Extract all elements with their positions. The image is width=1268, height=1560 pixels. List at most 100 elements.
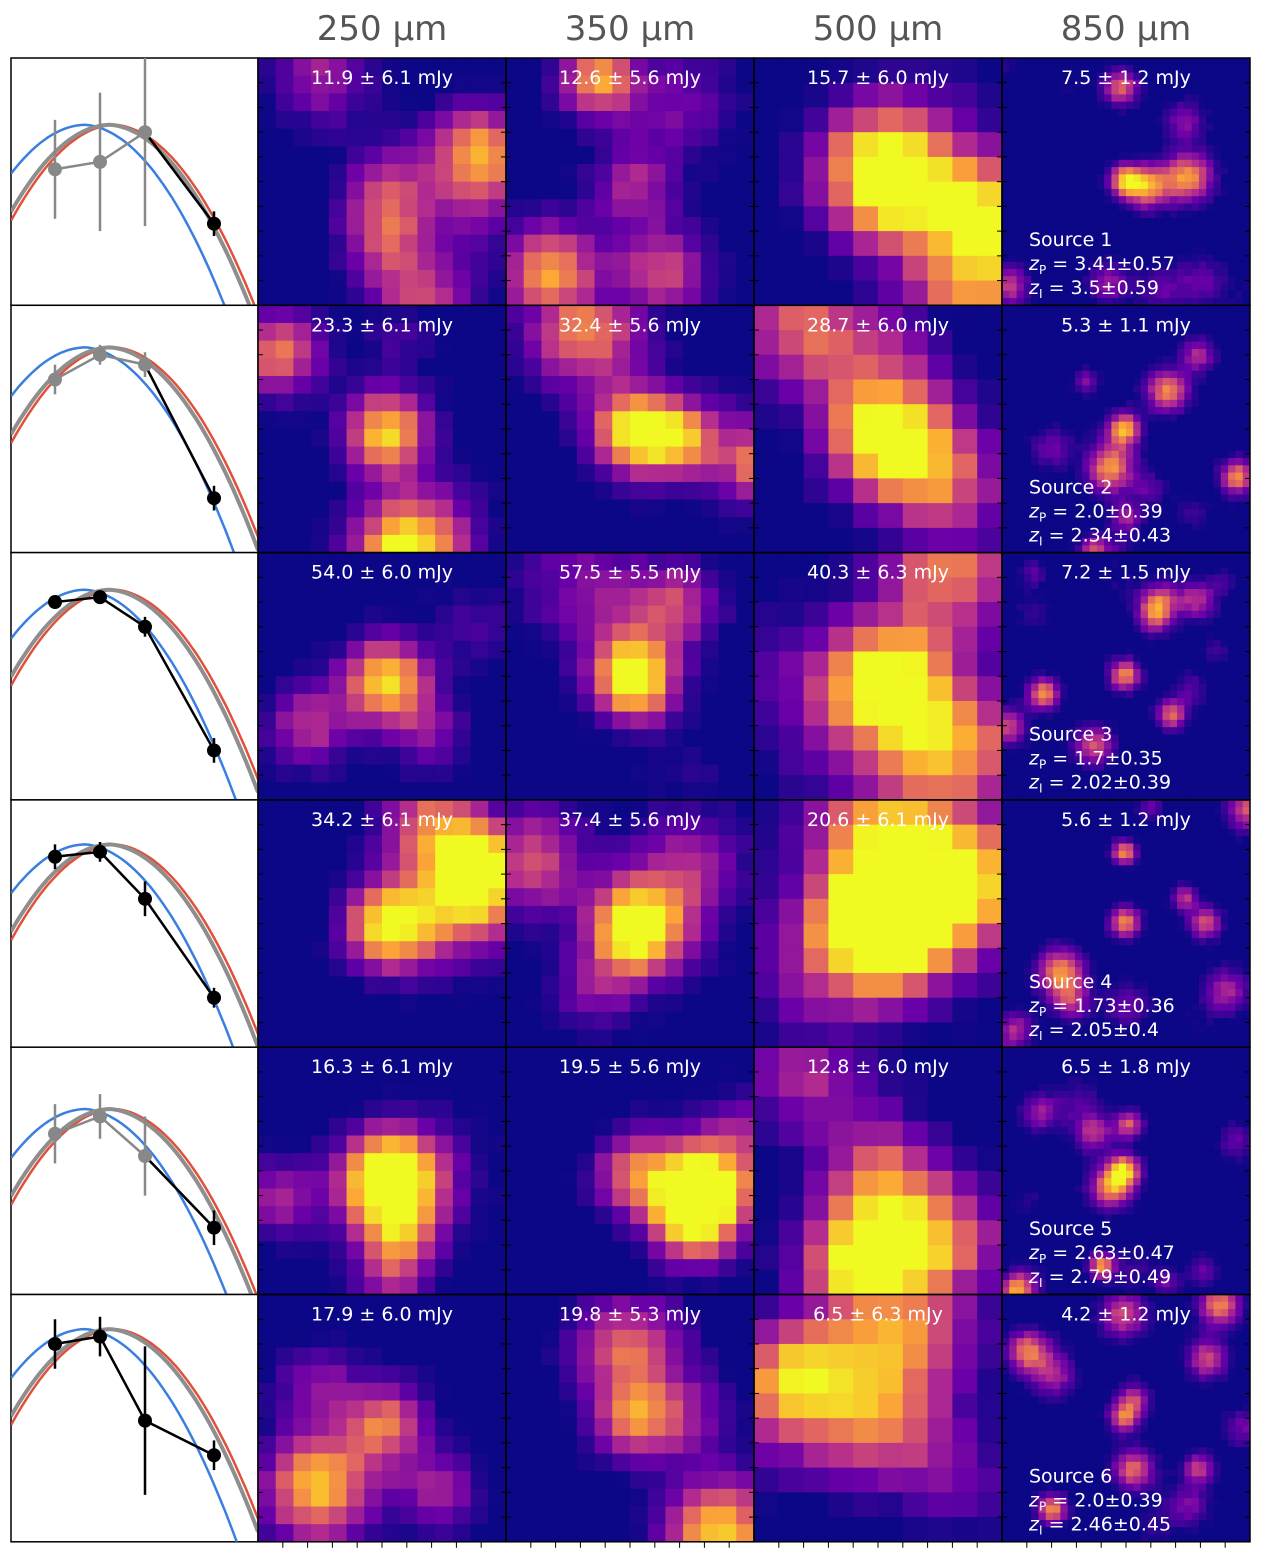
sed-point (138, 357, 152, 372)
sed-line (54, 1335, 215, 1457)
sed-panel (10, 551, 259, 801)
flux-label: 34.2 ± 6.1 mJy (311, 809, 453, 831)
redshift-zi: zI = 2.02±0.39 (1028, 772, 1171, 796)
flux-label: 17.9 ± 6.0 mJy (311, 1304, 453, 1326)
sed-model-curve (11, 1107, 228, 1295)
sed-frame (10, 1293, 259, 1543)
flux-label: 15.7 ± 6.0 mJy (807, 67, 949, 89)
flux-map (506, 799, 755, 1048)
sed-model-curve (11, 588, 258, 780)
flux-map (754, 58, 1003, 306)
flux-map (506, 58, 755, 306)
flux-label: 12.8 ± 6.0 mJy (807, 1056, 949, 1078)
flux-map (1002, 1047, 1250, 1296)
sed-panel (10, 304, 259, 554)
sed-point (138, 1149, 152, 1164)
flux-label: 4.2 ± 1.2 mJy (1061, 1304, 1191, 1326)
flux-label: 12.6 ± 5.6 mJy (559, 67, 701, 89)
sed-point (207, 990, 221, 1005)
flux-label: 6.5 ± 1.8 mJy (1061, 1056, 1191, 1078)
flux-map (1002, 552, 1250, 801)
sed-point (207, 1220, 221, 1235)
sed-point (48, 162, 62, 177)
redshift-zi: zI = 2.05±0.4 (1028, 1019, 1159, 1043)
flux-label: 32.4 ± 5.6 mJy (559, 314, 701, 336)
sed-model-curve (11, 842, 258, 1048)
flux-label: 16.3 ± 6.1 mJy (311, 1056, 453, 1078)
redshift-zi: zI = 2.46±0.45 (1028, 1514, 1171, 1538)
redshift-zp: zP = 3.41±0.57 (1028, 253, 1175, 277)
source-name: Source 3 (1029, 724, 1112, 746)
sed-point (48, 849, 62, 864)
flux-label: 23.3 ± 6.1 mJy (311, 314, 453, 336)
redshift-zp: zP = 2.0±0.39 (1028, 500, 1163, 524)
sed-panel (10, 57, 259, 307)
flux-label: 54.0 ± 6.0 mJy (311, 562, 453, 584)
redshift-zi: zI = 3.5±0.59 (1028, 277, 1159, 301)
sed-point (93, 1329, 107, 1344)
redshift-zp: zP = 1.73±0.36 (1028, 995, 1175, 1019)
sed-frame (10, 799, 259, 1048)
sed-point (138, 1413, 152, 1428)
flux-map (506, 1047, 755, 1296)
sed-model-curve (11, 843, 258, 1035)
sed-model-curve (11, 1327, 258, 1520)
sed-line (54, 595, 216, 752)
redshift-zi: zI = 2.34±0.43 (1028, 524, 1171, 548)
source-name: Source 6 (1029, 1466, 1112, 1488)
sed-point (207, 1448, 221, 1463)
sed-frame (10, 1046, 259, 1296)
flux-map (754, 305, 1003, 554)
column-header: 500 µm (813, 9, 943, 49)
sed-point (48, 1126, 62, 1141)
sed-model-curve (11, 122, 252, 306)
flux-map (1002, 58, 1250, 306)
flux-map (1002, 799, 1250, 1048)
sed-point (48, 595, 62, 610)
source-name: Source 2 (1029, 476, 1112, 498)
sed-point (138, 125, 152, 140)
sed-point (48, 1336, 62, 1351)
flux-map (506, 552, 755, 801)
sed-frame (10, 304, 259, 554)
sed-point (207, 743, 221, 758)
flux-map (258, 58, 507, 306)
flux-label: 19.5 ± 5.6 mJy (559, 1056, 701, 1078)
flux-map (506, 1294, 755, 1542)
flux-label: 57.5 ± 5.5 mJy (559, 562, 701, 584)
flux-label: 5.6 ± 1.2 mJy (1061, 809, 1191, 831)
column-header: 250 µm (317, 9, 447, 49)
flux-label: 19.8 ± 5.3 mJy (559, 1304, 701, 1326)
sed-point (138, 891, 152, 906)
sed-point (93, 154, 107, 169)
flux-label: 37.4 ± 5.6 mJy (559, 809, 701, 831)
source-name: Source 4 (1029, 971, 1112, 993)
flux-label: 6.5 ± 6.3 mJy (813, 1304, 943, 1326)
sed-model-curve (11, 346, 236, 553)
redshift-zp: zP = 2.0±0.39 (1028, 1490, 1163, 1514)
redshift-zi: zI = 2.79±0.49 (1028, 1266, 1171, 1290)
sed-line-detected (144, 131, 215, 225)
flux-map (1002, 305, 1250, 554)
sed-point (207, 216, 221, 231)
sed-line-detected (143, 364, 216, 499)
sed-point (93, 590, 107, 605)
flux-map (258, 552, 507, 801)
redshift-zp: zP = 2.63±0.47 (1028, 1242, 1175, 1266)
flux-map (258, 799, 507, 1048)
flux-label: 40.3 ± 6.3 mJy (807, 562, 949, 584)
sed-point (48, 372, 62, 387)
flux-label: 5.3 ± 1.1 mJy (1061, 314, 1191, 336)
source-name: Source 5 (1029, 1218, 1112, 1240)
flux-map (258, 305, 507, 554)
sed-model-curve (11, 1107, 258, 1295)
source-name: Source 1 (1029, 229, 1112, 251)
flux-label: 7.2 ± 1.5 mJy (1061, 562, 1191, 584)
redshift-zp: zP = 1.7±0.35 (1028, 748, 1163, 772)
sed-point (93, 1109, 107, 1124)
flux-map (754, 1047, 1003, 1296)
flux-map (258, 1294, 507, 1542)
sed-panel (10, 799, 259, 1048)
sed-point (138, 619, 152, 634)
